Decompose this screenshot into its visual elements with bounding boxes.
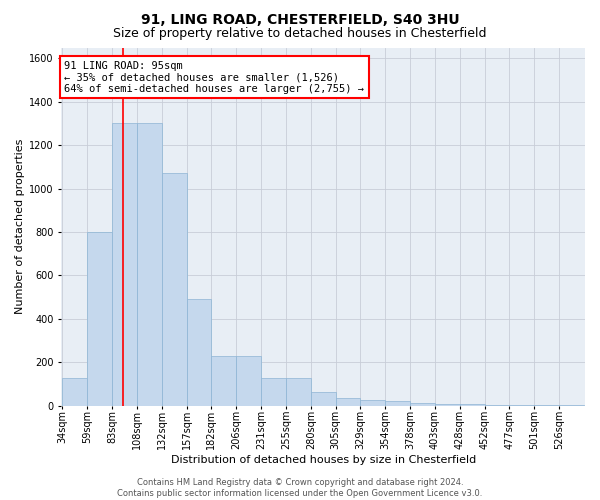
Bar: [187, 300, 211, 406]
Bar: [435, 404, 460, 406]
Bar: [211, 356, 236, 406]
Text: 91, LING ROAD, CHESTERFIELD, S40 3HU: 91, LING ROAD, CHESTERFIELD, S40 3HU: [140, 12, 460, 26]
X-axis label: Distribution of detached houses by size in Chesterfield: Distribution of detached houses by size …: [170, 455, 476, 465]
Bar: [286, 378, 311, 406]
Bar: [87, 232, 112, 406]
Bar: [62, 378, 87, 406]
Bar: [112, 124, 137, 406]
Text: Contains HM Land Registry data © Crown copyright and database right 2024.
Contai: Contains HM Land Registry data © Crown c…: [118, 478, 482, 498]
Bar: [311, 392, 335, 406]
Bar: [385, 402, 410, 406]
Bar: [460, 404, 485, 406]
Bar: [236, 356, 261, 406]
Text: 91 LING ROAD: 95sqm
← 35% of detached houses are smaller (1,526)
64% of semi-det: 91 LING ROAD: 95sqm ← 35% of detached ho…: [64, 60, 364, 94]
Bar: [261, 378, 286, 406]
Y-axis label: Number of detached properties: Number of detached properties: [15, 139, 25, 314]
Bar: [485, 404, 509, 406]
Bar: [410, 402, 435, 406]
Bar: [509, 405, 535, 406]
Bar: [361, 400, 385, 406]
Bar: [162, 174, 187, 406]
Bar: [137, 124, 162, 406]
Bar: [335, 398, 361, 406]
Text: Size of property relative to detached houses in Chesterfield: Size of property relative to detached ho…: [113, 28, 487, 40]
